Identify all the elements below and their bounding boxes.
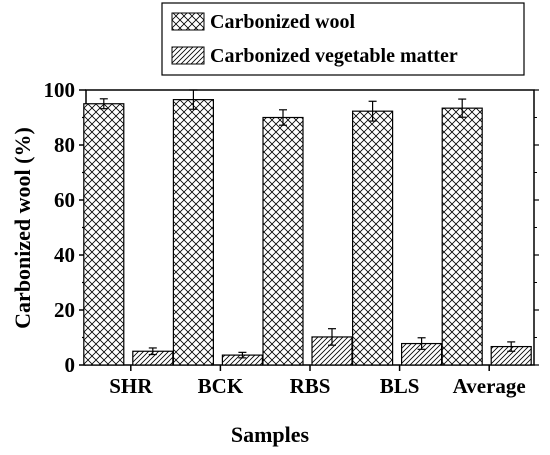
- y-tick-label: 80: [54, 133, 75, 157]
- y-tick-label: 40: [54, 243, 75, 267]
- bar-wool: [441, 107, 483, 366]
- y-tick-label: 60: [54, 188, 75, 212]
- y-tick-label: 20: [54, 298, 75, 322]
- bar-wool: [262, 116, 304, 366]
- legend: Carbonized wool Carbonized vegetable mat…: [161, 2, 525, 76]
- x-tick-label: RBS: [290, 374, 331, 398]
- legend-swatch-wool: [171, 12, 205, 31]
- legend-swatch-vegetable: [171, 46, 205, 65]
- bar-wool: [83, 103, 125, 366]
- legend-label-vegetable: Carbonized vegetable matter: [210, 45, 458, 67]
- legend-label-wool: Carbonized wool: [210, 11, 355, 33]
- y-tick-label: 100: [44, 78, 76, 102]
- legend-box: [161, 2, 525, 76]
- x-axis-title: Samples: [231, 422, 310, 447]
- bars: [83, 89, 532, 366]
- x-tick-label: BLS: [380, 374, 420, 398]
- y-tick-label: 0: [65, 353, 76, 377]
- y-axis-title: Carbonized wool (%): [10, 127, 35, 329]
- x-tick-label: Average: [453, 374, 526, 398]
- x-tick-label: SHR: [109, 374, 153, 398]
- bar-wool: [352, 110, 394, 366]
- x-axis: SHR BCK RBS BLS Average: [109, 365, 526, 398]
- bar-wool: [172, 99, 214, 366]
- x-tick-label: BCK: [198, 374, 244, 398]
